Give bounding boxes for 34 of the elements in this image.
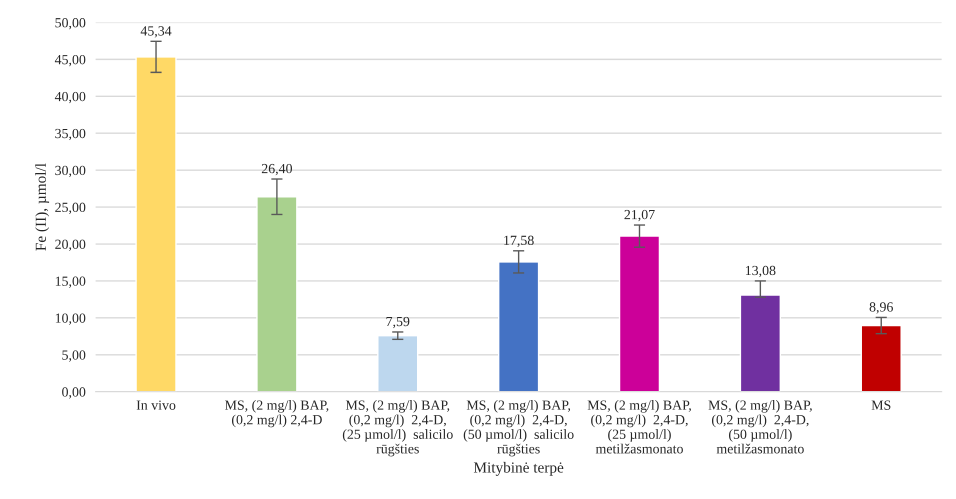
x-tick-label: MS, (2 mg/l) BAP, (0,2 mg/l) 2,4-D, (25 µmol/l) metilžasmonato [588,400,691,454]
bar [256,196,298,392]
bar [377,334,418,392]
y-tick-label: 40,00 [54,92,86,104]
x-tick-label: MS, (2 mg/l) BAP, (0,2 mg/l) 2,4-D, (50 µmol/l) salicilo rūgšties [464,400,574,456]
y-tick-label: 10,00 [56,313,86,325]
data-label: 21,07 [624,210,655,222]
y-tick-label: 50,00 [55,18,86,30]
y-tick-label: 30,00 [55,166,86,178]
bar [860,324,902,392]
bar [740,294,781,392]
y-tick-label: 25,00 [55,202,86,214]
x-tick-label: In vivo [136,400,176,410]
y-tick-label: 5,00 [62,350,86,362]
bar [498,261,540,392]
y-tick-label: 20,00 [55,240,86,251]
data-label: 13,08 [746,266,776,278]
y-tick-label: 0,00 [62,387,86,399]
y-axis-title: Fe (II), µmol/l [35,163,50,251]
bar [135,56,177,392]
y-tick-label: 45,00 [54,54,86,66]
data-label: 17,58 [504,236,534,248]
bar [618,235,660,392]
x-axis-title: Mitybinė terpė [474,462,564,476]
x-tick-label: MS, (2 mg/l) BAP, (0,2 mg/l) 2,4-D [225,400,328,428]
data-label: 7,59 [386,316,410,328]
data-label: 8,96 [870,302,893,314]
x-tick-label: MS, (2 mg/l) BAP, (0,2 mg/l) 2,4-D, (25 µmol/l) salicilo rūgšties [342,400,453,456]
y-tick-label: 35,00 [55,128,86,140]
y-tick-label: 15,00 [56,276,86,288]
x-tick-label: MS, (2 mg/l) BAP, (0,2 mg/l) 2,4-D, (50 µmol/l) metilžasmonato [708,400,812,454]
x-tick-label: MS [872,400,890,410]
data-label: 26,40 [262,164,292,176]
data-label: 45,34 [140,26,172,38]
